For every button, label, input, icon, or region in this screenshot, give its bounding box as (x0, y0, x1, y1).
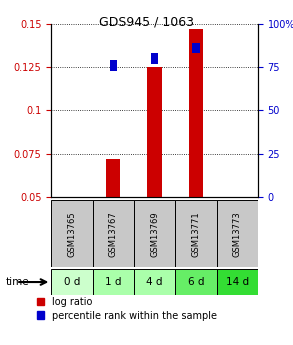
Text: GSM13773: GSM13773 (233, 211, 242, 257)
Bar (51, 269, 93, 295)
Legend: log ratio, percentile rank within the sample: log ratio, percentile rank within the sa… (37, 297, 217, 321)
Text: GSM13769: GSM13769 (150, 211, 159, 257)
Bar (93, 269, 134, 295)
Bar (217, 269, 258, 295)
Text: time: time (6, 277, 30, 287)
Text: GSM13765: GSM13765 (67, 211, 76, 257)
Bar (51, 200, 93, 267)
Bar (189, 29, 203, 197)
Bar (93, 200, 134, 267)
Bar (217, 200, 258, 267)
Bar (134, 269, 175, 295)
Text: 14 d: 14 d (226, 277, 249, 287)
Text: GDS945 / 1063: GDS945 / 1063 (99, 16, 194, 29)
Bar (134, 200, 175, 267)
Text: 4 d: 4 d (146, 277, 163, 287)
Bar (151, 53, 158, 64)
Text: GSM13767: GSM13767 (109, 211, 118, 257)
Bar (147, 67, 162, 197)
Bar (106, 159, 120, 197)
Text: 6 d: 6 d (188, 277, 204, 287)
Bar (175, 200, 217, 267)
Text: GSM13771: GSM13771 (191, 211, 200, 257)
Bar (175, 269, 217, 295)
Bar (110, 60, 117, 71)
Text: 0 d: 0 d (64, 277, 80, 287)
Bar (192, 43, 200, 53)
Text: 1 d: 1 d (105, 277, 122, 287)
